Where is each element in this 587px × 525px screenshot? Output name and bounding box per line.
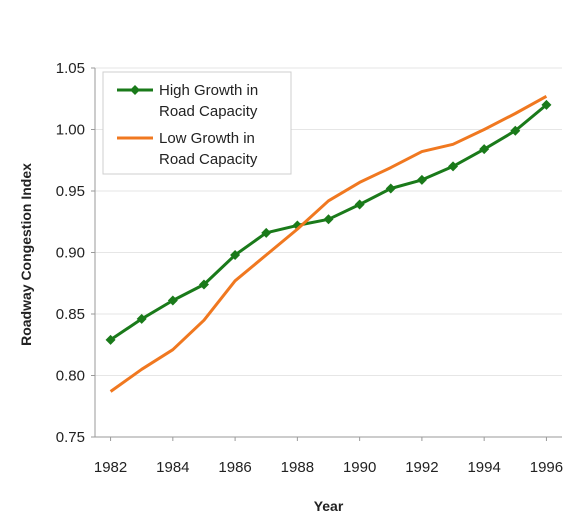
y-tick-label: 0.90 (56, 245, 85, 262)
data-point (105, 334, 116, 345)
y-tick-label: 0.80 (56, 368, 85, 385)
data-point (479, 144, 490, 155)
y-tick-label: 0.75 (56, 429, 85, 446)
legend: High Growth in Road Capacity Low Growth in… (102, 71, 292, 175)
legend-label: Road Capacity (159, 151, 258, 168)
x-tick-label: 1994 (467, 459, 500, 476)
y-tick-label: 1.00 (56, 122, 85, 139)
data-point (167, 295, 178, 306)
x-tick-label: 1986 (218, 459, 251, 476)
x-axis-title: Year (314, 498, 344, 514)
series-line-low-growth (109, 94, 548, 393)
data-point (416, 174, 427, 185)
data-point (198, 279, 209, 290)
data-point (385, 183, 396, 194)
x-tick-label: 1982 (94, 459, 127, 476)
data-point (323, 214, 334, 225)
data-point (354, 199, 365, 210)
axes: 0.75 0.80 0.85 0.90 0.95 1.00 1.05 1982 1984 1986… (56, 60, 563, 476)
x-tick-label: 1984 (156, 459, 189, 476)
legend-swatch-marker (130, 85, 140, 95)
x-tick-label: 1992 (405, 459, 438, 476)
x-tick-label: 1996 (530, 459, 563, 476)
data-point (541, 99, 552, 110)
y-tick-label: 0.85 (56, 306, 85, 323)
data-point (448, 161, 459, 172)
y-tick-label: 1.05 (56, 60, 85, 77)
data-point (230, 249, 241, 260)
series-lines (105, 94, 552, 393)
data-point (261, 227, 272, 238)
legend-label: Low Growth in (159, 130, 255, 147)
data-point (510, 125, 521, 136)
legend-label: High Growth in (159, 82, 258, 99)
y-tick-label: 0.95 (56, 183, 85, 200)
x-tick-label: 1990 (343, 459, 376, 476)
legend-label: Road Capacity (159, 103, 258, 120)
y-axis-title: Roadway Congestion Index (18, 163, 34, 346)
x-tick-label: 1988 (281, 459, 314, 476)
data-point (136, 313, 147, 324)
